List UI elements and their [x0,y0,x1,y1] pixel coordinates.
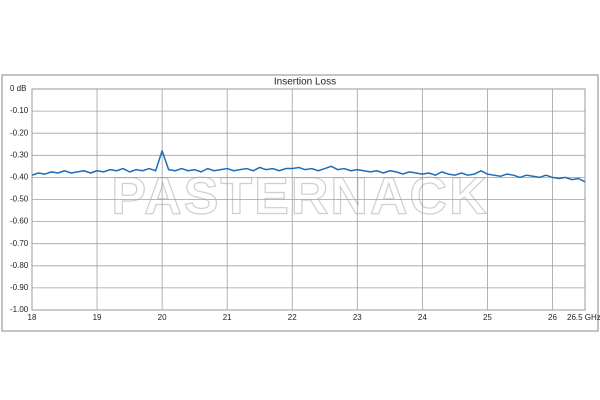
x-tick-label: 23 [353,313,362,322]
y-tick-label: -0.60 [10,217,29,226]
x-tick-label: 26.5 GHz [567,313,600,322]
watermark: PASTERNACK [111,168,488,226]
chart-title: Insertion Loss [274,77,336,88]
y-tick-label: -0.70 [10,239,29,248]
x-tick-label: 26 [548,313,557,322]
x-tick-label: 24 [418,313,427,322]
y-tick-label: -0.90 [10,283,29,292]
y-tick-label: -0.80 [10,261,29,270]
y-tick-label: -0.10 [10,106,29,115]
y-tick-label: -1.00 [10,305,29,314]
y-tick-label: -0.20 [10,128,29,137]
x-tick-label: 21 [223,313,232,322]
chart-frame [1,74,599,332]
y-tick-label: -0.30 [10,150,29,159]
x-tick-label: 20 [158,313,167,322]
y-tick-label: 0 dB [10,84,26,93]
data-line [31,150,586,183]
x-tick-label: 19 [93,313,102,322]
x-tick-label: 18 [28,313,37,322]
y-tick-label: -0.50 [10,195,29,204]
y-tick-label: -0.40 [10,173,29,182]
x-tick-label: 25 [483,313,492,322]
x-tick-label: 22 [288,313,297,322]
